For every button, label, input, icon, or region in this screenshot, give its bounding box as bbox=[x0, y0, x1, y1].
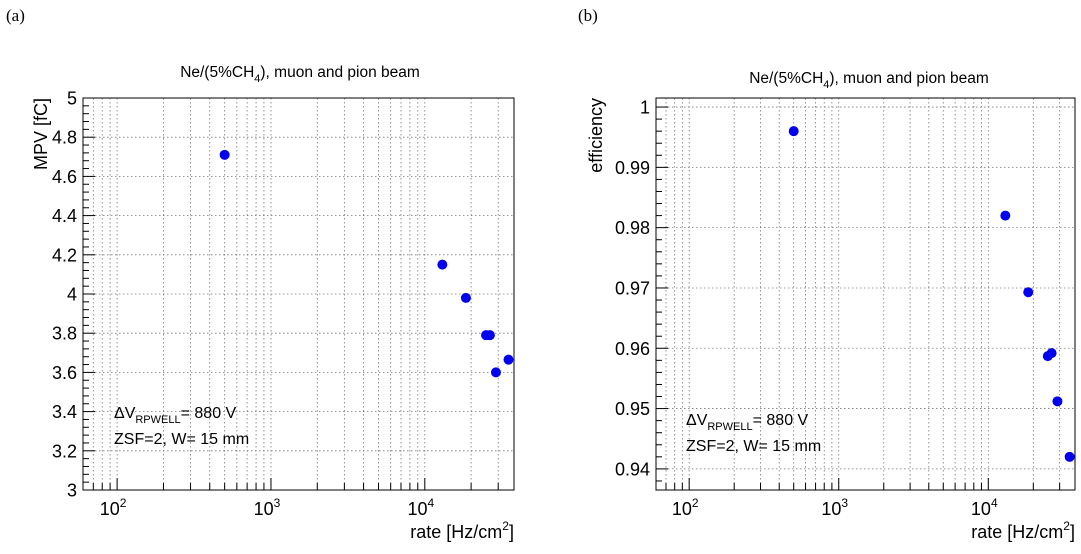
plot-frame bbox=[655, 97, 1076, 491]
annotation-voltage: ΔVRPWELL= 880 V bbox=[114, 405, 237, 426]
y-axis-label: MPV [fC] bbox=[31, 98, 51, 170]
x-tick-label-exponent: 4 bbox=[991, 496, 998, 510]
x-axis-label-text: rate [Hz/cm bbox=[971, 522, 1063, 542]
x-axis-ticks bbox=[82, 478, 499, 490]
y-tick-label: 0.96 bbox=[615, 339, 650, 359]
panel-b-tag: (b) bbox=[578, 6, 598, 25]
y-axis-label: efficiency bbox=[586, 98, 606, 173]
data-points bbox=[219, 149, 514, 378]
data-point bbox=[460, 292, 471, 303]
x-tick-label-exponent: 2 bbox=[120, 496, 127, 510]
y-tick-label: 3.8 bbox=[52, 324, 77, 344]
x-tick-label-base: 10 bbox=[821, 499, 841, 519]
data-point bbox=[484, 330, 495, 341]
panel-a-tag: (a) bbox=[6, 6, 25, 25]
y-tick-label: 3.6 bbox=[52, 363, 77, 383]
chart-title-subscript: 4 bbox=[823, 79, 829, 91]
chart-title: Ne/(5%CH4), muon and pion beam bbox=[749, 70, 989, 91]
y-tick-label: 1 bbox=[640, 98, 650, 118]
data-point bbox=[1000, 210, 1011, 221]
x-axis-label: rate [Hz/cm2] bbox=[410, 519, 514, 542]
data-point bbox=[788, 126, 799, 137]
x-axis-label-superscript: 2 bbox=[1063, 519, 1070, 533]
annotation-delta-v: ΔV bbox=[114, 405, 136, 422]
y-tick-label: 3.4 bbox=[52, 402, 77, 422]
annotation-settings: ZSF=2, W= 15 mm bbox=[686, 438, 821, 455]
x-axis-label-text: rate [Hz/cm bbox=[410, 522, 502, 542]
y-tick-label: 4.6 bbox=[52, 167, 77, 187]
annotation-value: = 880 V bbox=[753, 412, 809, 429]
x-axis-label: rate [Hz/cm2] bbox=[971, 519, 1075, 542]
annotation-subscript: RPWELL bbox=[707, 421, 752, 433]
y-tick-label: 0.94 bbox=[615, 459, 650, 479]
x-axis-label-superscript: 2 bbox=[502, 519, 509, 533]
y-axis-ticks bbox=[656, 106, 668, 482]
x-axis-label-text: ] bbox=[509, 522, 514, 542]
y-tick-label: 3.2 bbox=[52, 441, 77, 461]
data-point bbox=[219, 149, 230, 160]
x-tick-label-exponent: 3 bbox=[274, 496, 281, 510]
grid-lines bbox=[655, 98, 1075, 490]
annotation-voltage: ΔVRPWELL= 880 V bbox=[686, 412, 809, 433]
annotation-delta-v: ΔV bbox=[686, 412, 708, 429]
data-point bbox=[1064, 451, 1075, 462]
y-tick-label: 0.99 bbox=[615, 158, 650, 178]
annotation-settings: ZSF=2, W= 15 mm bbox=[114, 431, 249, 448]
x-tick-label-base: 10 bbox=[672, 499, 692, 519]
y-tick-label: 4.2 bbox=[52, 245, 77, 265]
data-point bbox=[1023, 287, 1034, 298]
x-axis-ticks bbox=[655, 478, 1061, 490]
chart-title: Ne/(5%CH4), muon and pion beam bbox=[180, 64, 420, 85]
data-point bbox=[1046, 348, 1057, 359]
x-axis-label-text: ] bbox=[1070, 522, 1075, 542]
chart-title-text: Ne/(5%CH bbox=[180, 64, 254, 81]
chart-title-text: ), muon and pion beam bbox=[829, 70, 988, 87]
x-tick-label-exponent: 4 bbox=[427, 496, 434, 510]
chart-title-text: ), muon and pion beam bbox=[260, 64, 419, 81]
data-point bbox=[490, 367, 501, 378]
x-tick-label-base: 10 bbox=[100, 499, 120, 519]
grid-lines bbox=[82, 97, 514, 491]
annotation-subscript: RPWELL bbox=[135, 414, 180, 426]
x-tick-label: 104 bbox=[407, 496, 434, 519]
data-point bbox=[1052, 396, 1063, 407]
data-point bbox=[437, 259, 448, 270]
y-tick-label: 3 bbox=[67, 481, 77, 501]
x-tick-label: 103 bbox=[254, 496, 281, 519]
data-points bbox=[788, 126, 1075, 462]
x-tick-label-base: 10 bbox=[407, 499, 427, 519]
x-tick-label: 104 bbox=[971, 496, 998, 519]
y-tick-label: 4.8 bbox=[52, 128, 77, 148]
x-tick-label-base: 10 bbox=[971, 499, 991, 519]
y-tick-label: 4 bbox=[67, 285, 77, 305]
y-axis-ticks bbox=[83, 97, 95, 491]
chart-title-text: Ne/(5%CH bbox=[749, 70, 823, 87]
y-tick-label: 0.98 bbox=[615, 218, 650, 238]
data-point bbox=[503, 354, 514, 365]
y-tick-label: 0.97 bbox=[615, 278, 650, 298]
annotation-value: = 880 V bbox=[181, 405, 237, 422]
x-tick-label-exponent: 3 bbox=[841, 496, 848, 510]
x-tick-label-base: 10 bbox=[254, 499, 274, 519]
y-tick-label: 4.4 bbox=[52, 206, 77, 226]
x-tick-label-exponent: 2 bbox=[692, 496, 699, 510]
x-tick-label: 102 bbox=[100, 496, 127, 519]
chart-title-subscript: 4 bbox=[254, 73, 260, 85]
x-tick-label: 102 bbox=[672, 496, 699, 519]
y-tick-label: 0.95 bbox=[615, 399, 650, 419]
y-tick-label: 5 bbox=[67, 89, 77, 109]
x-tick-label: 103 bbox=[821, 496, 848, 519]
